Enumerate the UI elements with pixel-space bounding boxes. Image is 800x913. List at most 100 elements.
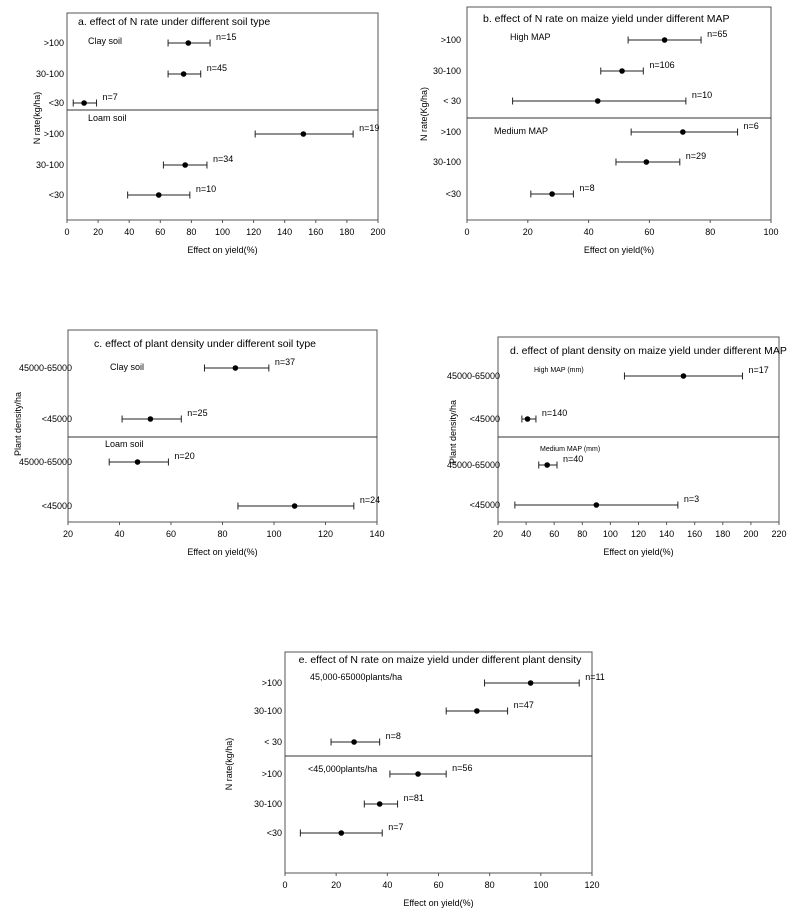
chart-title: d. effect of plant density on maize yiel… (510, 345, 787, 357)
sample-size-label: n=45 (207, 63, 227, 73)
data-point (376, 801, 383, 807)
category-label: 30-100 (254, 706, 282, 716)
category-label: >100 (262, 678, 282, 688)
data-point (185, 40, 192, 46)
x-tick-label: 20 (63, 529, 73, 539)
group-label: Clay soil (110, 362, 144, 372)
sample-size-label: n=8 (386, 731, 401, 741)
category-label: <30 (446, 189, 461, 199)
x-tick-label: 140 (659, 529, 674, 539)
category-label: 45000-65000 (19, 363, 72, 373)
x-tick-label: 20 (331, 880, 341, 890)
data-point (232, 365, 239, 371)
sample-size-label: n=81 (404, 793, 424, 803)
plot-frame (466, 6, 772, 221)
x-axis-label: Effect on yield(%) (187, 547, 257, 557)
category-label: 45000-65000 (447, 371, 500, 381)
y-axis-label: Plant density/ha (448, 400, 458, 464)
chart-panel-d: d. effect of plant density on maize yiel… (447, 336, 787, 557)
data-point (81, 100, 87, 106)
x-tick-label: 140 (277, 227, 292, 237)
data-point (351, 739, 357, 745)
sample-size-label: n=19 (359, 123, 379, 133)
data-point (680, 373, 687, 379)
x-tick-label: 20 (493, 529, 503, 539)
x-tick-label: 200 (743, 529, 758, 539)
data-point (291, 503, 298, 509)
x-tick-label: 100 (603, 529, 618, 539)
sample-size-label: n=56 (452, 763, 472, 773)
x-tick-label: 80 (217, 529, 227, 539)
x-tick-label: 20 (523, 227, 533, 237)
category-label: <45000 (42, 414, 72, 424)
data-point (524, 416, 531, 422)
x-axis-label: Effect on yield(%) (584, 245, 654, 255)
x-tick-label: 160 (687, 529, 702, 539)
data-point (147, 416, 154, 422)
x-tick-label: 100 (763, 227, 778, 237)
y-axis-label: N rate(Kg/ha) (419, 87, 429, 141)
sample-size-label: n=8 (579, 183, 594, 193)
chart-title: b. effect of N rate on maize yield under… (483, 13, 730, 25)
category-label: 45000-65000 (447, 460, 500, 470)
category-label: <30 (267, 828, 282, 838)
sample-size-label: n=37 (275, 357, 295, 367)
sample-size-label: n=11 (585, 672, 605, 682)
data-point (474, 708, 480, 714)
sample-size-label: n=34 (213, 154, 233, 164)
x-tick-label: 120 (318, 529, 333, 539)
sample-size-label: n=6 (744, 121, 759, 131)
chart-panel-c: c. effect of plant density under differe… (13, 329, 385, 557)
group-label: Loam soil (88, 113, 127, 123)
sample-size-label: n=20 (174, 451, 194, 461)
category-label: <45000 (42, 501, 72, 511)
category-label: >100 (262, 769, 282, 779)
x-tick-label: 120 (584, 880, 599, 890)
data-point (182, 162, 188, 168)
x-tick-label: 80 (485, 880, 495, 890)
data-point (680, 129, 686, 135)
x-tick-label: 0 (464, 227, 469, 237)
x-tick-label: 40 (521, 529, 531, 539)
group-label: <45,000plants/ha (308, 764, 377, 774)
x-tick-label: 20 (93, 227, 103, 237)
sample-size-label: n=40 (563, 454, 583, 464)
x-tick-label: 180 (715, 529, 730, 539)
sample-size-label: n=7 (388, 822, 403, 832)
data-point (643, 159, 650, 165)
group-label: 45,000-65000plants/ha (310, 672, 402, 682)
x-tick-label: 60 (549, 529, 559, 539)
category-label: <45000 (470, 414, 500, 424)
category-label: >100 (441, 127, 461, 137)
chart-title: a. effect of N rate under different soil… (78, 16, 270, 28)
x-tick-label: 40 (124, 227, 134, 237)
x-tick-label: 180 (339, 227, 354, 237)
y-axis-label: N rate(kg/ha) (32, 92, 42, 145)
category-label: 30-100 (36, 69, 64, 79)
x-tick-label: 60 (166, 529, 176, 539)
x-tick-label: 220 (771, 529, 786, 539)
x-tick-label: 0 (282, 880, 287, 890)
sample-size-label: n=24 (360, 495, 380, 505)
data-point (661, 37, 668, 43)
group-label: Clay soil (88, 36, 122, 46)
category-label: < 30 (443, 96, 461, 106)
y-axis-label: N rate(kg/ha) (224, 738, 234, 791)
data-point (155, 192, 162, 198)
category-label: <45000 (470, 500, 500, 510)
group-label: Medium MAP (494, 126, 548, 136)
x-axis-label: Effect on yield(%) (187, 245, 257, 255)
chart-panel-e: e. effect of N rate on maize yield under… (224, 651, 605, 908)
group-label: Loam soil (105, 439, 144, 449)
data-point (619, 68, 625, 74)
category-label: >100 (441, 35, 461, 45)
plot-frame (67, 329, 378, 523)
group-label: Medium MAP (mm) (540, 446, 600, 453)
sample-size-label: n=25 (187, 408, 207, 418)
sample-size-label: n=47 (514, 700, 534, 710)
category-label: >100 (44, 38, 64, 48)
category-label: 30-100 (254, 799, 282, 809)
x-axis-label: Effect on yield(%) (603, 547, 673, 557)
x-tick-label: 160 (308, 227, 323, 237)
